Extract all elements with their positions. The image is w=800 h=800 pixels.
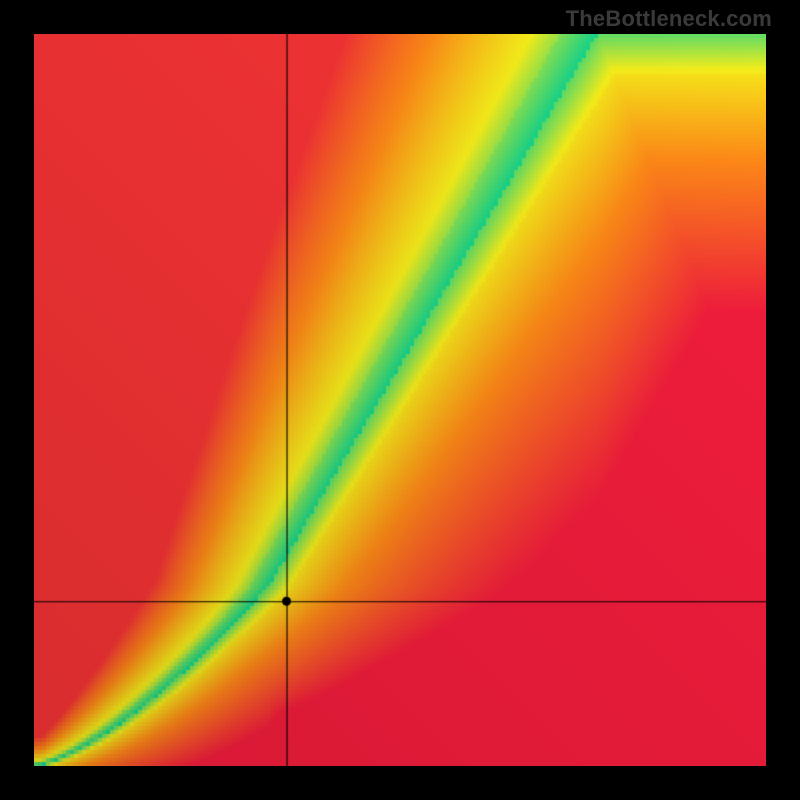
heatmap-plot: [34, 34, 766, 766]
chart-frame: TheBottleneck.com: [0, 0, 800, 800]
heatmap-canvas: [34, 34, 766, 766]
watermark-text: TheBottleneck.com: [566, 6, 772, 32]
